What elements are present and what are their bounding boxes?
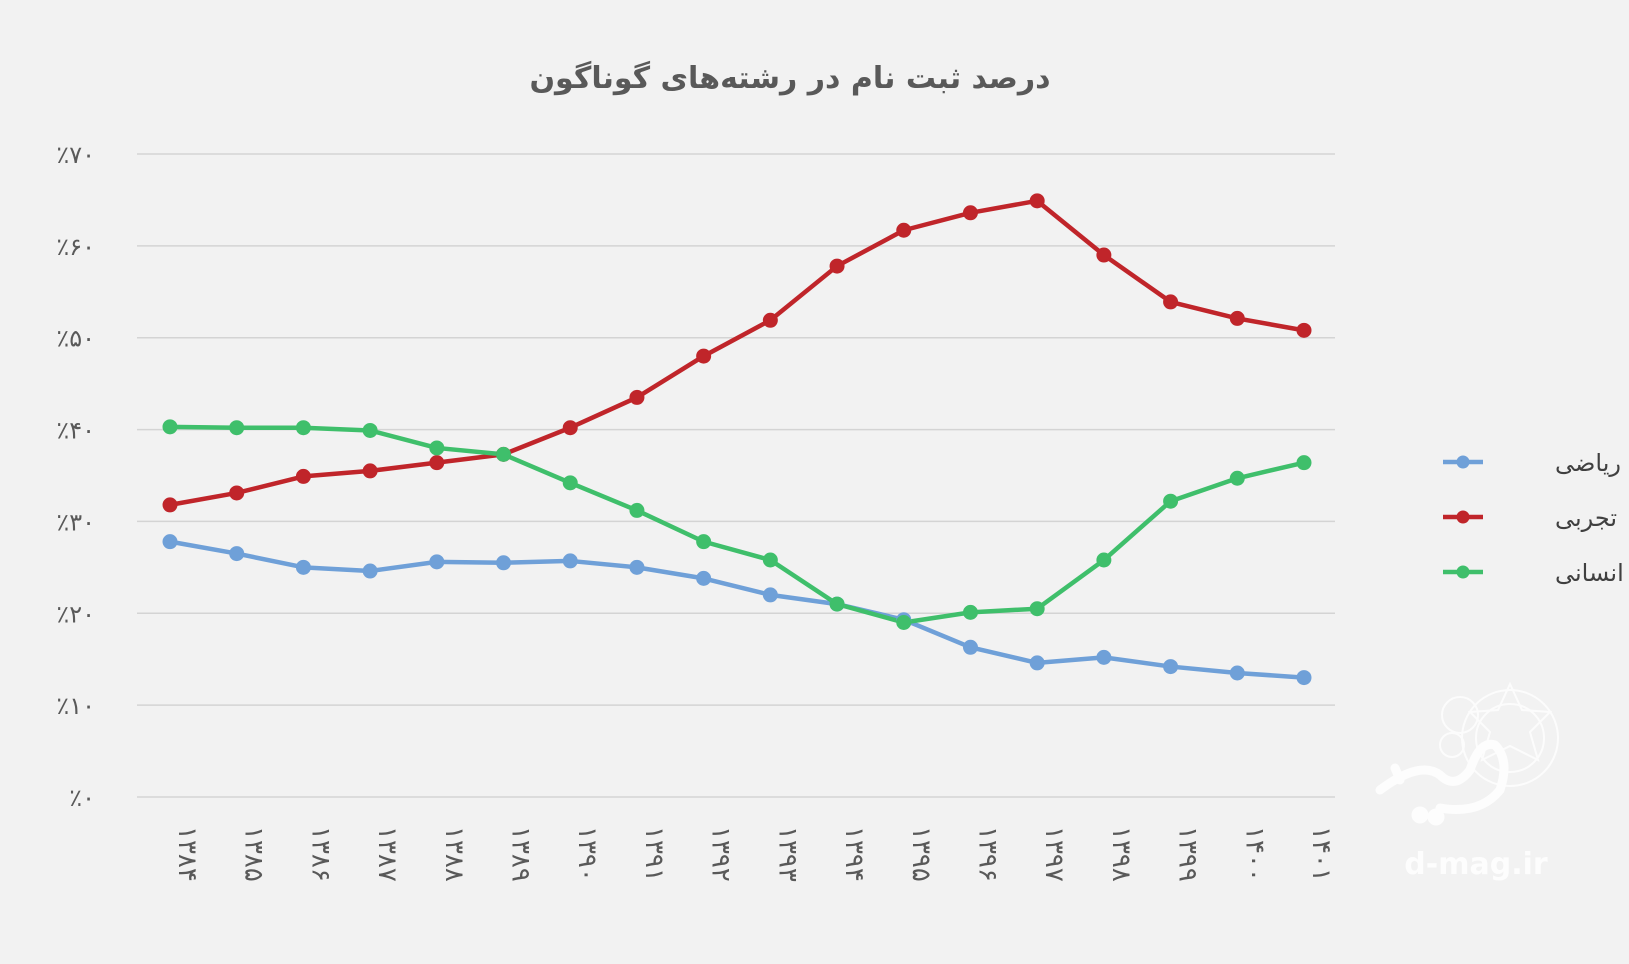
data-point [1163, 659, 1179, 675]
y-tick-label: ٪۱۰ [56, 692, 95, 720]
x-tick-label: ۱۳۹۴ [839, 826, 869, 882]
y-tick-label: ٪۰ [69, 784, 95, 812]
y-tick-label: ٪۲۰ [56, 600, 95, 628]
data-point [762, 587, 778, 603]
data-point [629, 389, 645, 405]
y-tick-label: ٪۴۰ [56, 417, 95, 445]
data-point [1163, 294, 1179, 310]
legend-label: تجربی [1555, 504, 1617, 532]
x-tick-label: ۱۳۹۱ [639, 826, 669, 882]
x-tick-label: ۱۳۸۶ [305, 826, 335, 882]
x-tick-label: ۱۳۸۴ [172, 826, 202, 882]
watermark-calligraphy-icon [1375, 739, 1509, 826]
y-axis-ticks: ٪۰ ٪۱۰ ٪۲۰ ٪۳۰ ٪۴۰ ٪۵۰ ٪۶۰ ٪۷۰ [56, 141, 95, 812]
y-tick-label: ٪۶۰ [56, 233, 95, 261]
data-point [295, 559, 311, 575]
data-point [429, 455, 445, 471]
data-point [429, 554, 445, 570]
y-tick-label: ٪۵۰ [56, 325, 95, 353]
data-point [962, 604, 978, 620]
watermark-site-text: d-mag.ir [1404, 847, 1548, 882]
x-tick-label: ۱۳۸۷ [372, 826, 402, 882]
x-axis-ticks: ۱۳۸۴ ۱۳۸۵ ۱۳۸۶ ۱۳۸۷ ۱۳۸۸ ۱۳۸۹ ۱۳۹۰ ۱۳۹۱ ۱۳۹۲ ۱۳۹۳… [172, 826, 1336, 882]
data-point [1229, 310, 1245, 326]
data-point [1229, 665, 1245, 681]
data-point [162, 419, 178, 435]
data-point [696, 534, 712, 550]
data-point [1096, 649, 1112, 665]
data-point [1029, 601, 1045, 617]
data-point [429, 440, 445, 456]
data-point [1296, 455, 1312, 471]
data-point [562, 553, 578, 569]
x-tick-label: ۱۳۹۸ [1106, 826, 1136, 882]
data-point [162, 534, 178, 550]
data-point [1029, 655, 1045, 671]
data-point [1029, 193, 1045, 209]
series-line [167, 424, 1307, 625]
legend-label: انسانی [1555, 559, 1624, 587]
data-point [1296, 322, 1312, 338]
data-point [162, 497, 178, 513]
data-point [629, 559, 645, 575]
x-tick-label: ۱۳۹۲ [706, 826, 736, 882]
x-tick-label: ۱۳۹۳ [772, 826, 802, 882]
legend: ریاضی تجربی انسانی [1443, 449, 1624, 587]
legend-label: ریاضی [1555, 449, 1621, 477]
data-point [229, 485, 245, 501]
chart-title: درصد ثبت نام در رشته‌های گوناگون [529, 60, 1050, 96]
data-point [829, 258, 845, 274]
data-point [496, 555, 512, 571]
data-point [962, 639, 978, 655]
y-tick-label: ٪۷۰ [56, 141, 95, 169]
watermark: d-mag.ir [1375, 681, 1559, 882]
x-tick-label: ۱۳۸۹ [506, 826, 536, 882]
x-tick-label: ۱۳۹۵ [906, 826, 936, 882]
data-point [362, 563, 378, 579]
series-line [167, 539, 1307, 680]
series-lines [162, 193, 1312, 686]
data-point [1229, 470, 1245, 486]
legend-swatch-marker [1456, 455, 1470, 469]
x-tick-label: ۱۳۹۹ [1173, 826, 1203, 882]
data-point [762, 552, 778, 568]
series-line [167, 198, 1307, 508]
data-point [696, 348, 712, 364]
y-tick-label: ٪۳۰ [56, 508, 95, 536]
data-point [562, 420, 578, 436]
x-tick-label: ۱۳۹۷ [1039, 826, 1069, 882]
data-point [896, 614, 912, 630]
x-tick-label: ۱۴۰۰ [1239, 826, 1269, 882]
data-point [229, 420, 245, 436]
watermark-emblem-icon [1439, 681, 1559, 787]
data-point [229, 546, 245, 562]
data-point [962, 205, 978, 221]
data-point [1096, 552, 1112, 568]
data-point [295, 468, 311, 484]
x-tick-label: ۱۳۹۰ [572, 826, 602, 882]
data-point [562, 475, 578, 491]
data-point [762, 312, 778, 328]
data-point [1096, 247, 1112, 263]
x-tick-label: ۱۴۰۱ [1306, 826, 1336, 882]
data-point [362, 463, 378, 479]
data-point [362, 422, 378, 438]
data-point [629, 502, 645, 518]
x-tick-label: ۱۳۸۸ [439, 826, 469, 882]
legend-swatch-marker [1456, 565, 1470, 579]
data-point [696, 570, 712, 586]
legend-swatch-marker [1456, 510, 1470, 524]
x-tick-label: ۱۳۹۶ [972, 826, 1002, 882]
data-point [496, 446, 512, 462]
data-point [1296, 670, 1312, 686]
data-point [295, 420, 311, 436]
data-point [896, 222, 912, 238]
data-point [829, 596, 845, 612]
data-point [1163, 493, 1179, 509]
x-tick-label: ۱۳۸۵ [239, 826, 269, 882]
